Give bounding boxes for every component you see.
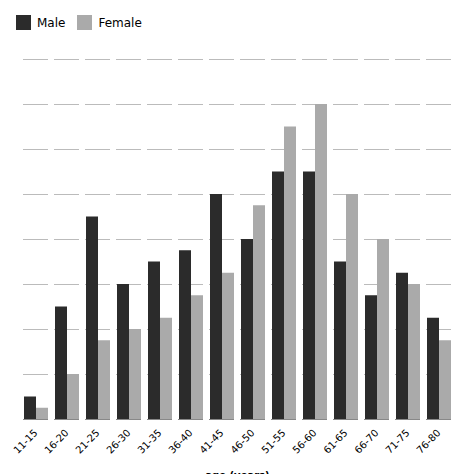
html-text:Male: Male (37, 15, 66, 30)
html-text:Female: Female (98, 15, 142, 30)
svg-text:41-45: 41-45 (197, 427, 225, 455)
svg-text:46-50: 46-50 (228, 427, 256, 455)
svg-text:51-55: 51-55 (259, 427, 287, 455)
svg-text:16-20: 16-20 (42, 427, 70, 455)
svg-text:66-70: 66-70 (352, 427, 380, 455)
svg-text:31-35: 31-35 (135, 427, 163, 455)
svg-text:61-65: 61-65 (321, 427, 349, 455)
svg-text:36-40: 36-40 (166, 427, 194, 455)
svg-text:26-30: 26-30 (104, 427, 132, 455)
svg-text:71-75: 71-75 (383, 427, 411, 455)
svg-text:76-80: 76-80 (414, 427, 442, 455)
svg-text:21-25: 21-25 (73, 427, 101, 455)
svg-text:56-60: 56-60 (290, 427, 318, 455)
svg-text:11-15: 11-15 (11, 427, 39, 455)
svg-text:age (years): age (years) (205, 470, 269, 474)
